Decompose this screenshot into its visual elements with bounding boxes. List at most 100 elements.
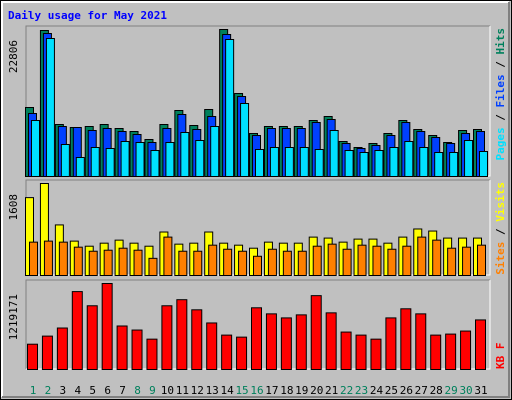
bar	[101, 283, 113, 370]
bar	[176, 299, 188, 370]
bar	[299, 147, 309, 177]
bar	[449, 152, 459, 177]
bar	[387, 248, 397, 276]
bar	[165, 141, 175, 178]
bar	[238, 250, 248, 276]
legend: KB F	[494, 343, 507, 370]
bar	[105, 148, 115, 177]
bar	[297, 250, 307, 276]
bar	[146, 338, 158, 371]
x-tick-label: 17	[265, 384, 278, 397]
bar	[73, 246, 83, 277]
bar	[359, 152, 369, 177]
bar	[221, 334, 233, 371]
bar	[374, 149, 384, 177]
bar	[385, 317, 397, 370]
bar	[251, 307, 262, 371]
bar	[430, 334, 442, 371]
bar	[88, 250, 98, 276]
bar	[417, 236, 427, 276]
bar	[56, 327, 68, 370]
bar	[269, 147, 279, 177]
bevel	[25, 279, 490, 369]
bar	[415, 313, 427, 370]
bar	[447, 247, 457, 276]
bar	[434, 152, 444, 177]
bar	[370, 338, 382, 371]
bar	[161, 305, 173, 371]
bar	[43, 240, 53, 276]
x-tick-label: 18	[280, 384, 293, 397]
bar	[357, 244, 367, 277]
bar	[133, 249, 143, 276]
bar	[402, 245, 412, 276]
bar	[284, 147, 294, 177]
x-tick-label: 24	[370, 384, 384, 397]
x-tick-label: 22	[340, 384, 353, 397]
bar	[372, 245, 382, 276]
x-tick-label: 30	[459, 384, 472, 397]
bar	[103, 249, 113, 276]
bar	[240, 103, 250, 177]
bar	[342, 248, 352, 276]
bar	[265, 313, 277, 370]
x-tick-label: 21	[325, 384, 338, 397]
bar	[29, 241, 38, 276]
x-tick-label: 6	[104, 384, 111, 397]
bar	[195, 140, 205, 177]
bar	[253, 255, 262, 277]
y-tick-label: 1219171	[7, 294, 20, 340]
bar	[223, 248, 233, 276]
x-tick-label: 1	[30, 384, 37, 397]
bar	[191, 309, 203, 371]
x-tick-label: 26	[400, 384, 413, 397]
bar	[163, 236, 173, 276]
x-tick-label: 14	[221, 384, 235, 397]
bar	[310, 295, 322, 371]
x-tick-label: 28	[430, 384, 443, 397]
x-tick-label: 11	[176, 384, 189, 397]
legend-separator: /	[494, 55, 507, 75]
x-tick-label: 20	[310, 384, 323, 397]
legend-entry: Visits	[494, 182, 507, 222]
bar	[355, 334, 367, 371]
x-tick-label: 25	[385, 384, 398, 397]
bar	[312, 245, 322, 276]
bar	[135, 141, 145, 178]
bar	[150, 149, 160, 177]
bar	[255, 148, 264, 178]
x-tick-label: 2	[45, 384, 52, 397]
bar	[86, 305, 98, 371]
bar	[432, 239, 442, 276]
bar	[206, 322, 218, 371]
x-tick-label: 31	[474, 384, 487, 397]
bar	[41, 335, 53, 371]
y-tick-label: 22806	[7, 40, 20, 73]
legend-entry: KB F	[494, 343, 507, 370]
bar	[477, 244, 486, 277]
bar	[464, 140, 474, 177]
bar	[118, 247, 128, 276]
legend-separator: /	[494, 108, 507, 128]
bar	[58, 241, 68, 276]
bar	[445, 333, 457, 371]
chart-title: Daily usage for May 2021	[8, 9, 167, 22]
bar	[180, 132, 190, 178]
legend: Sites / Visits	[494, 182, 507, 275]
x-tick-label: 19	[295, 384, 308, 397]
bar	[400, 308, 412, 371]
bar	[314, 148, 324, 178]
bar	[120, 141, 130, 177]
x-tick-label: 4	[74, 384, 81, 397]
bar	[90, 147, 100, 177]
bar	[327, 243, 337, 276]
bar	[31, 120, 40, 177]
x-tick-label: 29	[445, 384, 458, 397]
bar	[60, 144, 70, 177]
bar	[225, 39, 235, 178]
bar	[282, 250, 292, 276]
bar	[208, 244, 218, 277]
